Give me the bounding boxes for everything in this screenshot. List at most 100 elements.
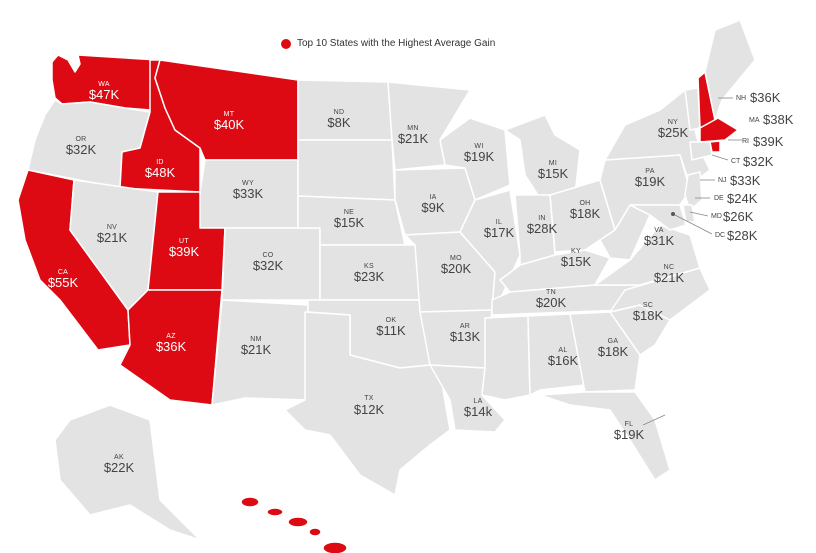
label-ar-value: $13K	[450, 329, 481, 344]
state-hi-island-4[interactable]	[308, 527, 322, 537]
leader-line-ct	[711, 154, 729, 161]
state-labels: WA $47K OR $32K CA $55K ID $48K NV $21K …	[48, 81, 794, 553]
label-nv-value: $21K	[97, 230, 128, 245]
map-legend: Top 10 States with the Highest Average G…	[281, 38, 495, 49]
label-ga-value: $18K	[598, 344, 629, 359]
state-ga[interactable]	[569, 311, 641, 393]
state-ma[interactable]	[699, 117, 739, 143]
label-id-abbr: ID	[156, 159, 164, 166]
label-nm-abbr: NM	[250, 336, 262, 343]
state-ms[interactable]	[481, 315, 531, 401]
label-ia-value: $9K	[421, 200, 444, 215]
label-ne-abbr: NE	[344, 209, 354, 216]
label-or-abbr: OR	[75, 136, 86, 143]
label-wa-value: $47K	[89, 87, 120, 102]
label-va-value: $31K	[644, 233, 675, 248]
state-hi-island-1[interactable]	[240, 496, 260, 508]
dc-marker-icon	[671, 212, 675, 216]
label-wy-abbr: WY	[242, 180, 254, 187]
label-nm-value: $21K	[241, 342, 272, 357]
label-ny-abbr: NY	[668, 119, 678, 126]
state-sd[interactable]	[297, 139, 396, 201]
label-mo-abbr: MO	[450, 255, 462, 262]
state-hi-island-3[interactable]	[287, 516, 309, 528]
label-wi-value: $19K	[464, 149, 495, 164]
label-id-value: $48K	[145, 165, 176, 180]
state-wi[interactable]	[439, 117, 511, 201]
label-il-value: $17K	[484, 225, 515, 240]
label-sc-abbr: SC	[643, 302, 653, 309]
label-ri-abbr: RI	[742, 138, 749, 145]
label-il-abbr: IL	[496, 219, 502, 226]
label-tx-value: $12K	[354, 402, 385, 417]
label-va-abbr: VA	[654, 227, 663, 234]
state-ak[interactable]	[54, 404, 201, 541]
state-me[interactable]	[704, 19, 756, 121]
label-la-abbr: LA	[473, 398, 482, 405]
label-nd-abbr: ND	[334, 109, 345, 116]
label-ma-abbr: MA	[749, 117, 760, 124]
label-hi-abbr: HI	[280, 538, 288, 545]
label-dc-value: $28K	[727, 228, 758, 243]
label-ak-abbr: AK	[114, 454, 124, 461]
label-wa-abbr: WA	[98, 81, 110, 88]
label-fl-abbr: FL	[625, 421, 634, 428]
label-tn-value: $20K	[536, 295, 567, 310]
state-ct[interactable]	[689, 141, 713, 161]
legend-marker-icon	[281, 38, 291, 49]
label-ut-value: $39K	[169, 244, 200, 259]
label-mi-value: $15K	[538, 166, 569, 181]
label-ar-abbr: AR	[460, 323, 470, 330]
leader-lines	[642, 97, 742, 426]
state-mi[interactable]	[504, 114, 581, 199]
label-nh-value: $36K	[750, 90, 781, 105]
state-hi-island-2[interactable]	[266, 507, 284, 517]
state-nd[interactable]	[297, 79, 393, 141]
state-nm[interactable]	[211, 299, 309, 406]
leader-line-md	[689, 211, 709, 217]
label-de-value: $24K	[727, 191, 758, 206]
label-nj-abbr: NJ	[718, 177, 727, 184]
label-mn-value: $21K	[398, 131, 429, 146]
state-az[interactable]	[119, 289, 223, 406]
label-nh-abbr: NH	[736, 95, 746, 102]
label-in-abbr: IN	[538, 215, 546, 222]
label-ma-value: $38K	[763, 112, 794, 127]
label-tn-abbr: TN	[546, 289, 556, 296]
label-md-value: $26K	[723, 209, 754, 224]
label-wy-value: $33K	[233, 186, 264, 201]
label-ny-value: $25K	[658, 125, 689, 140]
label-ca-abbr: CA	[58, 269, 68, 276]
label-al-abbr: AL	[558, 347, 567, 354]
state-tx[interactable]	[284, 311, 451, 496]
label-mi-abbr: MI	[549, 160, 557, 167]
label-or-value: $32K	[66, 142, 97, 157]
label-nc-value: $21K	[654, 270, 685, 285]
state-hi-island-5[interactable]	[322, 541, 348, 553]
hawaii-islands	[240, 496, 348, 553]
label-ky-abbr: KY	[571, 248, 581, 255]
label-tx-abbr: TX	[364, 395, 374, 402]
label-oh-value: $18K	[570, 206, 601, 221]
label-md-abbr: MD	[711, 213, 722, 220]
state-fl[interactable]	[539, 391, 671, 481]
label-pa-abbr: PA	[645, 168, 654, 175]
label-nj-value: $33K	[730, 173, 761, 188]
state-al[interactable]	[527, 313, 586, 396]
label-az-abbr: AZ	[166, 333, 176, 340]
label-hi-value: $39K	[269, 544, 300, 553]
label-ut-abbr: UT	[179, 238, 189, 245]
label-ia-abbr: IA	[429, 194, 436, 201]
label-la-value: $14k	[464, 404, 493, 419]
label-mt-abbr: MT	[224, 111, 235, 118]
label-ct-abbr: CT	[731, 158, 741, 165]
state-nj[interactable]	[684, 171, 703, 211]
label-oh-abbr: OH	[579, 200, 590, 207]
label-ct-value: $32K	[743, 154, 774, 169]
state-de[interactable]	[682, 204, 696, 223]
state-md[interactable]	[629, 204, 687, 231]
label-ri-value: $39K	[753, 134, 784, 149]
label-mt-value: $40K	[214, 117, 245, 132]
label-nv-abbr: NV	[107, 224, 117, 231]
